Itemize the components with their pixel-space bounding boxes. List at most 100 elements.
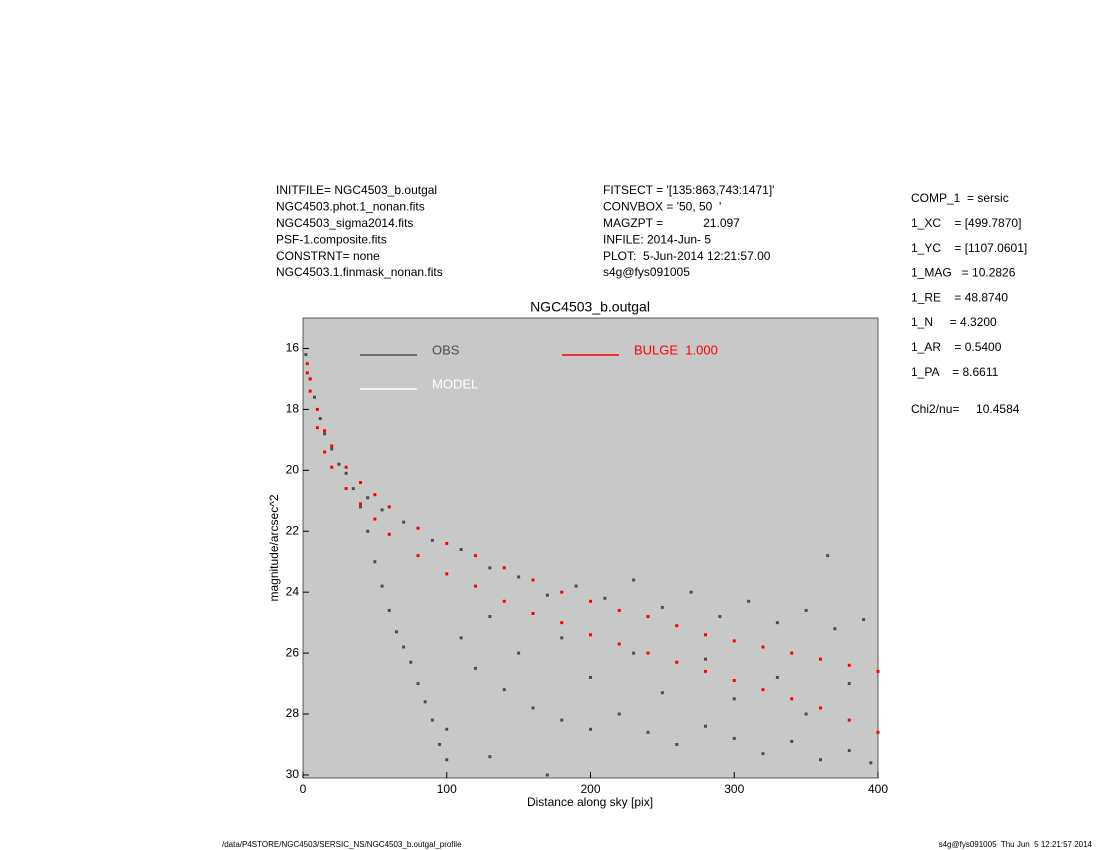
point: [545, 593, 549, 597]
point: [617, 712, 621, 716]
point: [359, 502, 362, 506]
point: [804, 608, 808, 612]
point: [632, 578, 636, 582]
point: [402, 645, 406, 649]
y-tick-label: 22: [286, 523, 300, 537]
point: [488, 615, 492, 619]
point: [790, 697, 794, 701]
param-line: 1_PA = 8.6611: [911, 365, 999, 379]
point: [819, 758, 822, 762]
point: [459, 636, 463, 640]
point: [819, 657, 822, 661]
footer-left: /data/P4STORE/NGC4503/SERSIC_NS/NGC4503_…: [222, 840, 462, 849]
point: [318, 417, 322, 421]
point: [826, 554, 830, 558]
point: [560, 636, 564, 640]
point: [704, 633, 707, 637]
point: [445, 572, 449, 576]
point: [632, 651, 636, 655]
header-left-line: INITFILE= NGC4503_b.outgal: [276, 183, 437, 197]
legend-label: BULGE 1.000: [634, 342, 718, 357]
point: [847, 682, 851, 686]
param-line: 1_XC = [499.7870]: [911, 216, 1021, 230]
point: [660, 691, 664, 695]
plot-background: [302, 317, 879, 779]
point: [344, 471, 348, 475]
point: [313, 395, 316, 399]
point: [833, 627, 837, 631]
y-tick-label: 16: [286, 341, 300, 355]
y-tick-label: 20: [286, 462, 300, 476]
point: [337, 462, 341, 466]
param-line: 1_YC = [1107.0601]: [911, 241, 1027, 255]
point: [704, 669, 707, 673]
point: [459, 548, 463, 552]
point: [847, 718, 851, 722]
point: [308, 389, 312, 393]
point: [560, 621, 564, 625]
point: [502, 599, 506, 603]
point: [474, 584, 477, 588]
point: [416, 554, 420, 558]
point: [646, 615, 650, 619]
point: [675, 660, 679, 664]
point: [603, 596, 607, 600]
y-tick-label: 18: [286, 402, 300, 416]
point: [646, 730, 650, 734]
point: [416, 682, 420, 686]
point: [869, 761, 873, 765]
point: [847, 749, 851, 753]
point: [732, 697, 736, 701]
point: [438, 742, 442, 746]
point: [718, 615, 722, 619]
point: [761, 645, 765, 649]
point: [330, 444, 334, 448]
point: [732, 639, 736, 643]
point: [315, 407, 319, 411]
point: [304, 353, 308, 357]
point: [545, 773, 549, 777]
y-tick-label: 30: [286, 767, 300, 781]
point: [305, 371, 309, 375]
point: [747, 599, 751, 603]
point: [402, 520, 406, 524]
point: [790, 651, 794, 655]
point: [589, 633, 592, 637]
point: [366, 496, 370, 500]
point: [517, 651, 521, 655]
point: [531, 611, 535, 615]
param-line: 1_N = 4.3200: [911, 315, 997, 329]
point: [387, 608, 391, 612]
x-tick-label: 400: [868, 782, 888, 796]
point: [502, 566, 506, 570]
point: [589, 675, 592, 679]
point: [394, 630, 398, 634]
point: [804, 712, 808, 716]
point: [409, 660, 413, 664]
header-mid-line: PLOT: 5-Jun-2014 12:21:57.00: [603, 249, 771, 263]
x-tick-label: 0: [300, 782, 307, 796]
header-left-line: NGC4503.1.finmask_nonan.fits: [276, 265, 443, 279]
point: [330, 465, 334, 469]
point: [531, 706, 535, 710]
chart-title: NGC4503_b.outgal: [530, 299, 650, 315]
point: [660, 605, 664, 609]
point: [589, 599, 592, 603]
point: [517, 575, 521, 579]
point: [704, 657, 707, 661]
point: [305, 362, 309, 366]
header-left-line: CONSTRNT= none: [276, 249, 380, 263]
point: [445, 758, 449, 762]
header-mid-line: CONVBOX = '50, 50 ': [603, 200, 721, 214]
point: [876, 730, 880, 734]
point: [416, 526, 420, 530]
x-tick-label: 300: [724, 782, 744, 796]
point: [847, 663, 851, 667]
point: [423, 700, 427, 704]
point: [445, 727, 449, 731]
point: [366, 529, 370, 533]
point: [531, 578, 535, 582]
point: [323, 450, 327, 454]
point: [617, 608, 621, 612]
